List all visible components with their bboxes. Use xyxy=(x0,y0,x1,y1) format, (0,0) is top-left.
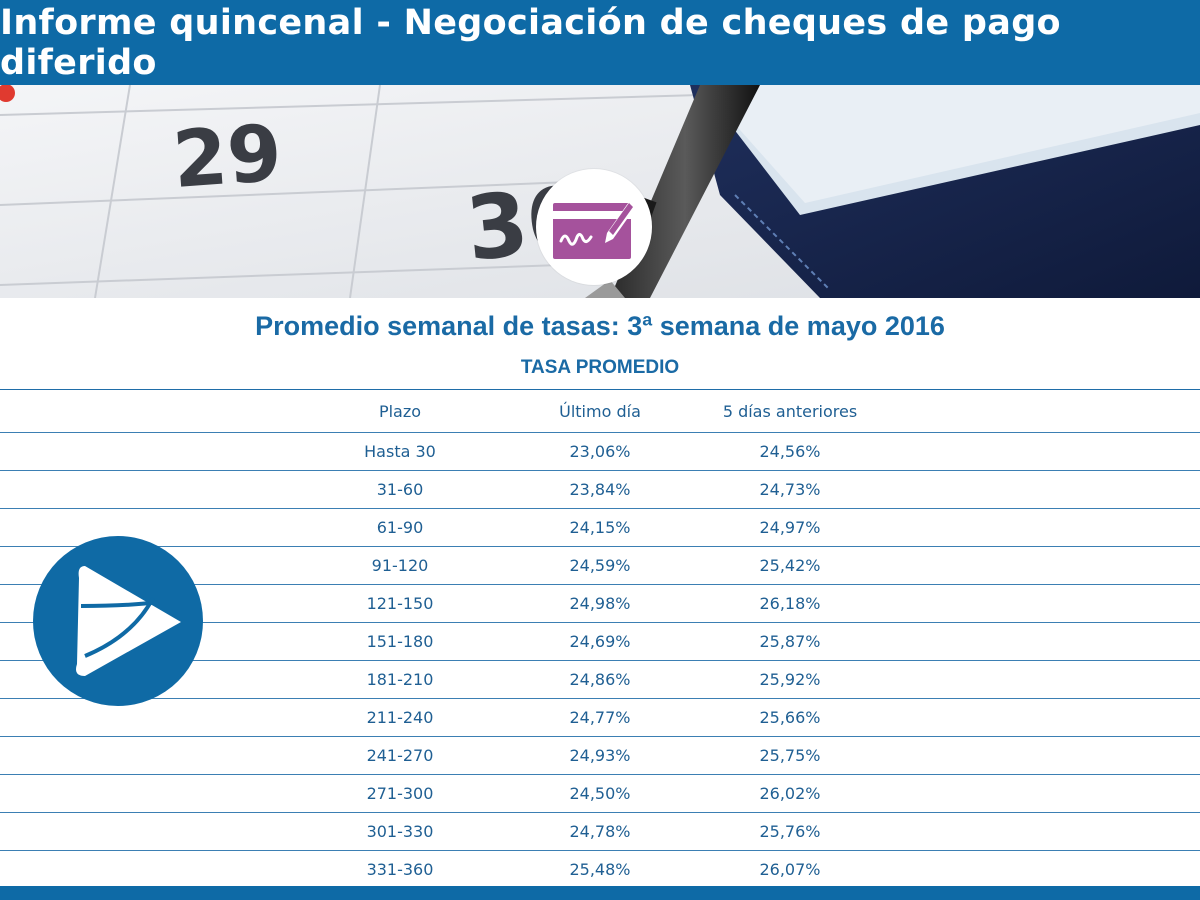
page-title: Informe quincenal - Negociación de chequ… xyxy=(0,2,1061,83)
table-row: 331-360 25,48% 26,07% xyxy=(0,851,1200,888)
table-caption: TASA PROMEDIO xyxy=(520,357,680,378)
table-row: 151-180 24,69% 25,87% xyxy=(0,623,1200,661)
cinco-dias-cell: 26,18% xyxy=(759,594,821,613)
signed-cheque-icon xyxy=(553,199,637,259)
ultimo-dia-cell: 24,93% xyxy=(569,746,631,765)
rates-table: Plazo Último día 5 días anteriores Hasta… xyxy=(0,389,1200,888)
plazo-cell: 181-210 xyxy=(366,670,434,689)
plazo-cell: 151-180 xyxy=(366,632,434,651)
column-header-ultimo-dia: Último día xyxy=(559,401,641,421)
column-header-5-dias: 5 días anteriores xyxy=(722,401,858,421)
footer-bar xyxy=(0,886,1200,900)
play-arrow-logo xyxy=(33,536,203,706)
table-row: 181-210 24,86% 25,92% xyxy=(0,661,1200,699)
cinco-dias-cell: 25,76% xyxy=(759,822,821,841)
ultimo-dia-cell: 24,15% xyxy=(569,518,631,537)
plazo-cell: 271-300 xyxy=(366,784,434,803)
column-header-plazo: Plazo xyxy=(378,401,422,421)
cinco-dias-cell: 25,66% xyxy=(759,708,821,727)
ultimo-dia-cell: 24,78% xyxy=(569,822,631,841)
cinco-dias-cell: 26,07% xyxy=(759,860,821,879)
cinco-dias-cell: 25,92% xyxy=(759,670,821,689)
table-row: 31-60 23,84% 24,73% xyxy=(0,471,1200,509)
table-row: 121-150 24,98% 26,18% xyxy=(0,585,1200,623)
cinco-dias-cell: 25,42% xyxy=(759,556,821,575)
ultimo-dia-cell: 24,77% xyxy=(569,708,631,727)
ultimo-dia-cell: 24,86% xyxy=(569,670,631,689)
table-row: Hasta 30 23,06% 24,56% xyxy=(0,433,1200,471)
plazo-cell: 301-330 xyxy=(366,822,434,841)
plazo-cell: 31-60 xyxy=(376,480,424,499)
cheque-badge xyxy=(536,169,652,285)
cinco-dias-cell: 26,02% xyxy=(759,784,821,803)
plazo-cell: 121-150 xyxy=(366,594,434,613)
plazo-cell: 331-360 xyxy=(366,860,434,879)
cinco-dias-cell: 25,87% xyxy=(759,632,821,651)
red-marker xyxy=(0,85,15,102)
calendar-day-29: 29 xyxy=(170,109,285,206)
ultimo-dia-cell: 24,50% xyxy=(569,784,631,803)
play-arrow-logo-icon xyxy=(76,566,181,676)
plazo-cell: 61-90 xyxy=(376,518,424,537)
cinco-dias-cell: 24,56% xyxy=(759,442,821,461)
calendar-pen-photo: 29 30 xyxy=(0,85,1200,298)
ultimo-dia-cell: 24,98% xyxy=(569,594,631,613)
cinco-dias-cell: 25,75% xyxy=(759,746,821,765)
header-bar: Informe quincenal - Negociación de chequ… xyxy=(0,0,1200,85)
ultimo-dia-cell: 23,84% xyxy=(569,480,631,499)
table-row: 271-300 24,50% 26,02% xyxy=(0,775,1200,813)
table-row: 61-90 24,15% 24,97% xyxy=(0,509,1200,547)
cinco-dias-cell: 24,97% xyxy=(759,518,821,537)
ultimo-dia-cell: 23,06% xyxy=(569,442,631,461)
table-row: 241-270 24,93% 25,75% xyxy=(0,737,1200,775)
ultimo-dia-cell: 24,59% xyxy=(569,556,631,575)
report-subtitle: Promedio semanal de tasas: 3ª semana de … xyxy=(255,311,945,341)
plazo-cell: 91-120 xyxy=(371,556,429,575)
plazo-cell: 211-240 xyxy=(366,708,434,727)
table-row: 211-240 24,77% 25,66% xyxy=(0,699,1200,737)
ultimo-dia-cell: 24,69% xyxy=(569,632,631,651)
plazo-cell: 241-270 xyxy=(366,746,434,765)
plazo-cell: Hasta 30 xyxy=(364,442,436,461)
ultimo-dia-cell: 25,48% xyxy=(569,860,631,879)
cinco-dias-cell: 24,73% xyxy=(759,480,821,499)
table-row: 91-120 24,59% 25,42% xyxy=(0,547,1200,585)
table-row: 301-330 24,78% 25,76% xyxy=(0,813,1200,851)
table-header-row: Plazo Último día 5 días anteriores xyxy=(0,390,1200,433)
